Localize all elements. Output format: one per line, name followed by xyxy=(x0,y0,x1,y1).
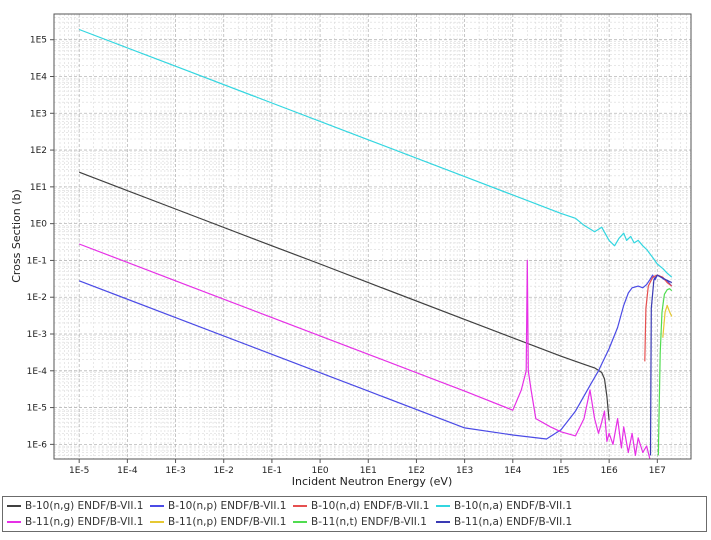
y-tick-label: 1E4 xyxy=(30,72,47,82)
y-tick-label: 1E1 xyxy=(30,183,47,193)
legend-swatch xyxy=(293,521,307,523)
x-axis-label: Incident Neutron Energy (eV) xyxy=(292,475,453,488)
legend-entry-b10-na[interactable]: B-10(n,a) ENDF/B-VII.1 xyxy=(436,500,579,512)
plot-background xyxy=(54,14,691,459)
x-axis-ticks: 1E-5 1E-4 1E-3 1E-2 1E-1 1E0 1E1 1E2 1E3 1E4 1E5 1E… xyxy=(69,459,666,476)
legend-swatch xyxy=(436,521,450,523)
legend-swatch xyxy=(150,521,164,523)
series-line-b-11-n-a-endf-b-vii-1 xyxy=(649,274,673,456)
legend-label: B-10(n,g) ENDF/B-VII.1 xyxy=(25,500,144,512)
y-tick-label: 1E-5 xyxy=(27,404,47,414)
series-line-b-11-n-g-endf-b-vii-1 xyxy=(78,243,651,460)
series-line-b-10-n-d-endf-b-vii-1 xyxy=(644,274,673,362)
plot-frame xyxy=(53,13,692,460)
legend-row: B-10(n,g) ENDF/B-VII.1 B-10(n,p) ENDF/B-… xyxy=(7,498,702,514)
x-tick-label: 1E6 xyxy=(601,466,618,476)
y-tick-label: 1E0 xyxy=(30,220,47,230)
x-tick-label: 1E3 xyxy=(456,466,473,476)
legend-label: B-11(n,a) ENDF/B-VII.1 xyxy=(454,516,573,528)
legend-swatch xyxy=(293,505,307,507)
x-tick-label: 1E7 xyxy=(649,466,666,476)
legend-entry-b10-ng[interactable]: B-10(n,g) ENDF/B-VII.1 xyxy=(7,500,150,512)
legend-swatch xyxy=(150,505,164,507)
grid xyxy=(53,13,692,460)
x-tick-label: 1E0 xyxy=(312,466,329,476)
legend-entry-b11-np[interactable]: B-11(n,p) ENDF/B-VII.1 xyxy=(150,516,293,528)
legend-label: B-10(n,d) ENDF/B-VII.1 xyxy=(311,500,430,512)
x-tick-label: 1E1 xyxy=(360,466,377,476)
y-tick-label: 1E-4 xyxy=(27,367,48,377)
y-axis-ticks: 1E-6 1E-5 1E-4 1E-3 1E-2 1E-1 1E0 1E1 1E2 1E3 1E4 1… xyxy=(27,36,54,450)
y-tick-label: 1E-2 xyxy=(27,293,47,303)
series-line-b-10-n-a-endf-b-vii-1 xyxy=(78,28,673,278)
y-tick-label: 1E3 xyxy=(30,109,47,119)
y-tick-label: 1E-6 xyxy=(27,440,48,450)
legend-entry-b11-ng[interactable]: B-11(n,g) ENDF/B-VII.1 xyxy=(7,516,150,528)
x-tick-label: 1E-3 xyxy=(165,466,185,476)
series-line-b-11-n-t-endf-b-vii-1 xyxy=(657,288,673,456)
series-line-b-11-n-p-endf-b-vii-1 xyxy=(662,304,673,338)
y-tick-label: 1E-3 xyxy=(27,330,47,340)
y-axis-label: Cross Section (b) xyxy=(10,189,23,283)
legend-label: B-10(n,a) ENDF/B-VII.1 xyxy=(454,500,573,512)
legend-entry-b10-nd[interactable]: B-10(n,d) ENDF/B-VII.1 xyxy=(293,500,436,512)
legend-swatch xyxy=(7,521,21,523)
x-tick-label: 1E-1 xyxy=(262,466,282,476)
legend-swatch xyxy=(436,505,450,507)
legend-row: B-11(n,g) ENDF/B-VII.1 B-11(n,p) ENDF/B-… xyxy=(7,514,702,530)
legend-entry-b10-np[interactable]: B-10(n,p) ENDF/B-VII.1 xyxy=(150,500,293,512)
y-tick-label: 1E-1 xyxy=(27,256,47,266)
cross-section-chart: 1E-5 1E-4 1E-3 1E-2 1E-1 1E0 1E1 1E2 1E3 1E4 1E5 1E… xyxy=(10,13,692,488)
x-tick-label: 1E5 xyxy=(552,466,569,476)
x-tick-label: 1E-5 xyxy=(69,466,89,476)
legend-label: B-11(n,g) ENDF/B-VII.1 xyxy=(25,516,144,528)
legend-label: B-11(n,p) ENDF/B-VII.1 xyxy=(168,516,287,528)
legend-entry-b11-na[interactable]: B-11(n,a) ENDF/B-VII.1 xyxy=(436,516,579,528)
x-tick-label: 1E4 xyxy=(504,466,521,476)
legend-entry-b11-nt[interactable]: B-11(n,t) ENDF/B-VII.1 xyxy=(293,516,436,528)
legend: B-10(n,g) ENDF/B-VII.1 B-10(n,p) ENDF/B-… xyxy=(2,496,707,532)
legend-swatch xyxy=(7,505,21,507)
legend-label: B-11(n,t) ENDF/B-VII.1 xyxy=(311,516,427,528)
y-tick-label: 1E2 xyxy=(30,146,47,156)
x-tick-label: 1E2 xyxy=(408,466,425,476)
x-tick-label: 1E-2 xyxy=(214,466,234,476)
legend-label: B-10(n,p) ENDF/B-VII.1 xyxy=(168,500,287,512)
series-line-b-10-n-g-endf-b-vii-1 xyxy=(78,171,610,421)
series-lines xyxy=(78,28,673,460)
x-tick-label: 1E-4 xyxy=(117,466,138,476)
y-tick-label: 1E5 xyxy=(30,36,47,46)
